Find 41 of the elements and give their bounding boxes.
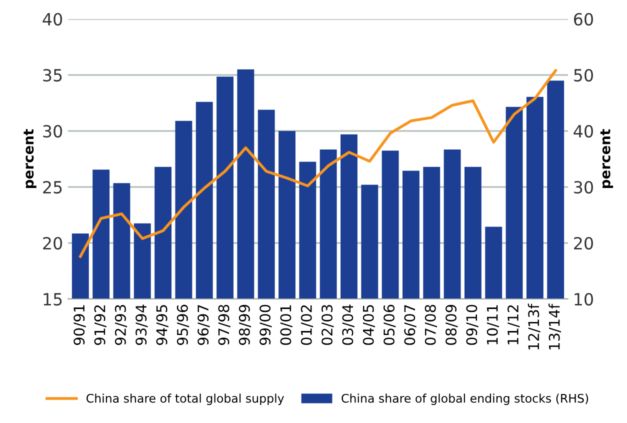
- x-tick-label: 97/98: [218, 304, 230, 345]
- x-tick-label: 98/99: [238, 304, 252, 345]
- x-tick-label: 95/96: [176, 304, 190, 345]
- x-tick-label: 93/94: [136, 304, 148, 345]
- x-tick-label: 99/00: [260, 304, 272, 345]
- y-tick-label: 20: [43, 236, 62, 250]
- y2-tick-label: 30: [574, 180, 593, 194]
- x-tick-label: 90/91: [74, 305, 86, 345]
- x-tick-label: 05/06: [384, 304, 396, 345]
- x-tick-label: 06/07: [404, 305, 416, 345]
- x-tick-label: 04/05: [362, 305, 376, 345]
- x-tick-label: 02/03: [322, 305, 334, 345]
- y2-tick-label: 50: [574, 68, 593, 82]
- x-tick-label: 96/97: [198, 305, 210, 345]
- y-tick-label: 30: [43, 124, 62, 138]
- x-tick-label: 91/92: [94, 305, 106, 345]
- y-tick-label: 15: [44, 293, 62, 306]
- x-tick-label: 09/10: [466, 304, 478, 345]
- x-tick-label: 92/93: [114, 305, 128, 345]
- y2-tick-label: 60: [574, 12, 593, 26]
- x-tick-label: 11/12: [507, 305, 520, 344]
- y-tick-label: 35: [43, 68, 62, 82]
- legend-label: China share of total global supply: [86, 394, 284, 406]
- x-tick-label: 03/04: [342, 304, 354, 345]
- x-tick-label: 07/08: [424, 304, 438, 345]
- x-tick-label: 01/02: [300, 305, 314, 345]
- x-tick-label: 00/01: [280, 305, 292, 345]
- y2-tick-label: 20: [574, 236, 593, 250]
- x-tick-label: 12/13f: [528, 304, 540, 350]
- y-tick-label: 25: [43, 180, 62, 194]
- x-tick-label: 10/11: [486, 305, 499, 344]
- y2-axis-title: percent: [600, 129, 614, 188]
- y-axis-title: percent: [24, 129, 36, 188]
- y-tick-label: 40: [42, 12, 62, 26]
- line-series: [79, 69, 557, 258]
- x-tick-label: 94/95: [156, 305, 168, 345]
- legend-label: China share of global ending stocks (RHS): [342, 394, 588, 406]
- x-tick-label: 13/14f: [548, 304, 561, 350]
- x-tick-label: 08/09: [446, 304, 458, 345]
- y2-tick-label: 40: [574, 124, 593, 138]
- y2-tick-label: 10: [574, 292, 593, 306]
